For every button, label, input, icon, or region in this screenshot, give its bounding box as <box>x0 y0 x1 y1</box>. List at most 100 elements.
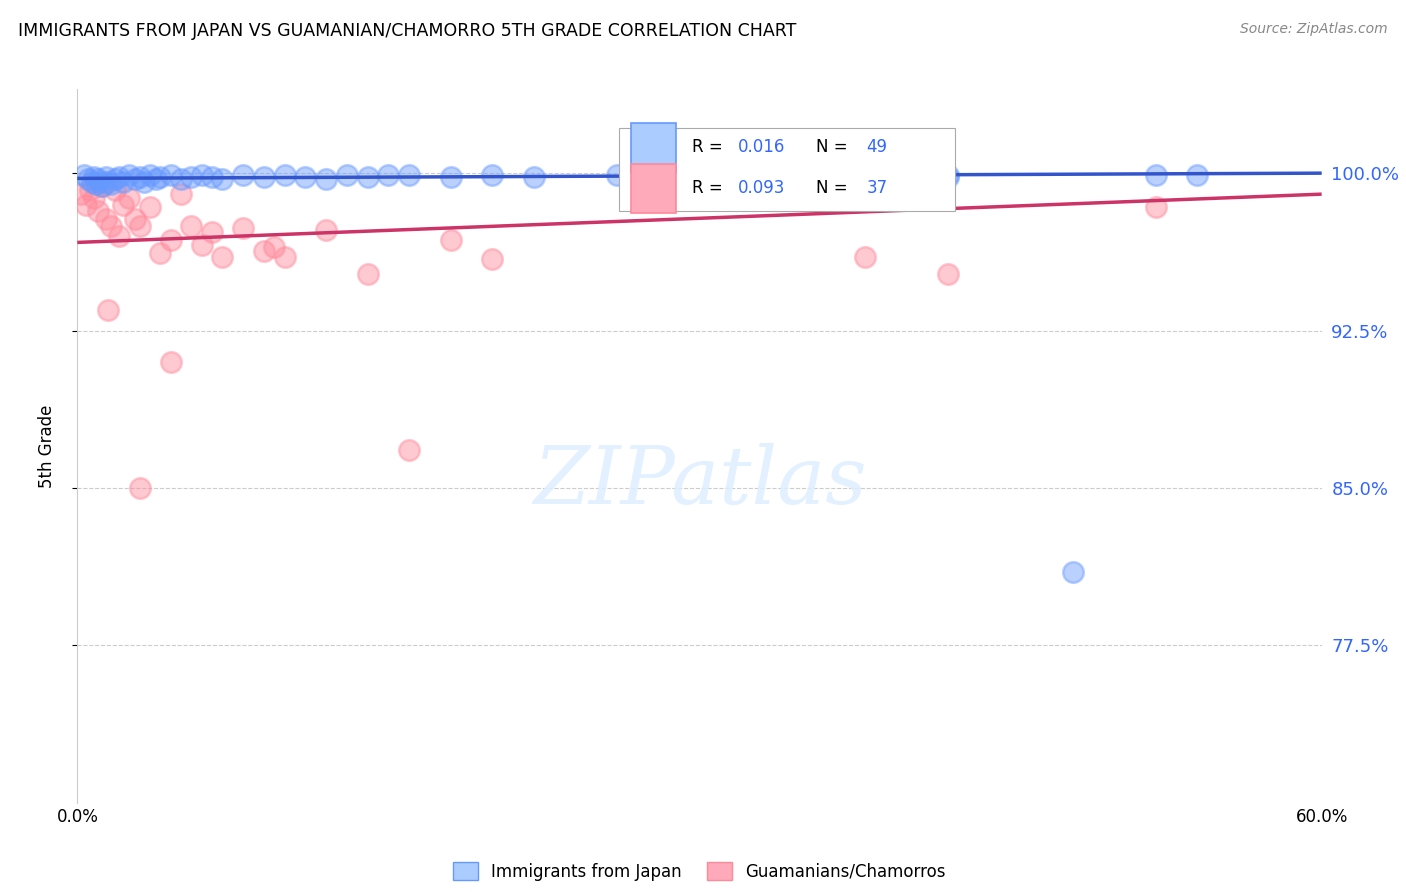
Text: ZIPatlas: ZIPatlas <box>533 443 866 520</box>
Point <box>191 237 214 252</box>
Text: IMMIGRANTS FROM JAPAN VS GUAMANIAN/CHAMORRO 5TH GRADE CORRELATION CHART: IMMIGRANTS FROM JAPAN VS GUAMANIAN/CHAMO… <box>18 22 797 40</box>
Point <box>145 172 167 186</box>
Point <box>91 178 114 193</box>
Point <box>72 168 94 182</box>
Point <box>104 172 127 186</box>
Point <box>83 191 105 205</box>
Point <box>938 170 960 185</box>
Point <box>84 177 107 191</box>
Point <box>792 168 814 182</box>
Text: 37: 37 <box>866 179 887 197</box>
Point <box>481 252 503 267</box>
Point <box>104 183 127 197</box>
Point <box>938 267 960 281</box>
Point <box>938 168 960 182</box>
Point <box>523 170 546 185</box>
Point <box>170 172 193 186</box>
Legend: Immigrants from Japan, Guamanians/Chamorros: Immigrants from Japan, Guamanians/Chamor… <box>447 855 952 888</box>
Point <box>100 177 122 191</box>
Point <box>149 246 172 260</box>
Point <box>855 168 877 182</box>
Point <box>132 175 155 189</box>
Text: R =: R = <box>692 179 728 197</box>
Point <box>97 175 120 189</box>
Point <box>108 229 131 244</box>
Point <box>357 170 380 185</box>
Text: 49: 49 <box>866 138 887 156</box>
Point <box>100 219 122 233</box>
Point <box>83 170 105 185</box>
Point <box>253 170 276 185</box>
Point <box>191 168 214 182</box>
Point <box>159 168 181 182</box>
Point <box>111 197 134 211</box>
Text: N =: N = <box>817 179 853 197</box>
Point <box>180 170 202 185</box>
FancyBboxPatch shape <box>631 123 676 172</box>
Point <box>124 212 146 227</box>
Point <box>128 219 150 233</box>
Point <box>87 203 110 218</box>
Point <box>75 197 97 211</box>
Point <box>159 355 181 369</box>
Point <box>730 170 752 185</box>
Point <box>606 168 628 182</box>
Point <box>232 168 254 182</box>
Point <box>1187 168 1209 182</box>
Point <box>481 168 503 182</box>
Point <box>79 183 101 197</box>
Point <box>124 172 146 186</box>
Point <box>294 170 316 185</box>
Point <box>274 250 297 264</box>
Point <box>855 250 877 264</box>
Y-axis label: 5th Grade: 5th Grade <box>38 404 56 488</box>
Point <box>96 170 118 185</box>
Point <box>111 175 134 189</box>
Point <box>253 244 276 258</box>
Point <box>398 443 420 458</box>
Point <box>211 172 233 186</box>
Point <box>315 172 337 186</box>
Point <box>118 168 141 182</box>
Point <box>118 191 141 205</box>
Point <box>201 225 224 239</box>
Point <box>70 187 93 202</box>
Point <box>76 172 98 186</box>
Point <box>128 481 150 495</box>
Point <box>139 200 162 214</box>
Point <box>170 187 193 202</box>
Point <box>180 219 202 233</box>
Point <box>108 170 131 185</box>
Text: Source: ZipAtlas.com: Source: ZipAtlas.com <box>1240 22 1388 37</box>
Point <box>1062 565 1084 579</box>
Point <box>440 170 463 185</box>
Text: 0.093: 0.093 <box>738 179 786 197</box>
Point <box>159 233 181 247</box>
Point <box>91 178 114 193</box>
FancyBboxPatch shape <box>619 128 955 211</box>
Point <box>647 168 669 182</box>
Text: R =: R = <box>692 138 728 156</box>
Point <box>87 172 110 186</box>
Point <box>96 212 118 227</box>
Point <box>139 168 162 182</box>
Point <box>398 168 420 182</box>
Point <box>263 239 285 253</box>
Point <box>80 175 103 189</box>
Point <box>357 267 380 281</box>
Point <box>274 168 297 182</box>
Point <box>128 170 150 185</box>
Point <box>336 168 359 182</box>
Point <box>97 302 120 317</box>
Point <box>149 170 172 185</box>
Point <box>377 168 399 182</box>
Point <box>232 220 254 235</box>
Point <box>1144 168 1167 182</box>
Point <box>89 175 111 189</box>
Point <box>440 233 463 247</box>
Point <box>1144 200 1167 214</box>
Point <box>201 170 224 185</box>
FancyBboxPatch shape <box>631 164 676 213</box>
Point <box>211 250 233 264</box>
Text: N =: N = <box>817 138 853 156</box>
